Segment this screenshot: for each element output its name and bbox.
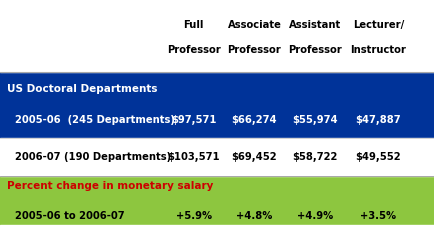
- Text: $97,571: $97,571: [171, 115, 216, 125]
- Text: Associate: Associate: [227, 20, 281, 30]
- Text: Professor: Professor: [227, 45, 281, 55]
- Bar: [0, 0, 434, 72]
- Bar: [0, 72, 434, 138]
- Text: Full: Full: [183, 20, 203, 30]
- Text: US Doctoral Departments: US Doctoral Departments: [7, 84, 157, 93]
- Text: Percent change in monetary salary: Percent change in monetary salary: [7, 181, 212, 191]
- Text: Professor: Professor: [288, 45, 342, 55]
- Text: $69,452: $69,452: [231, 152, 276, 162]
- Text: $58,722: $58,722: [292, 152, 337, 162]
- Text: Instructor: Instructor: [350, 45, 405, 55]
- Text: +5.9%: +5.9%: [175, 211, 211, 221]
- Text: +4.9%: +4.9%: [296, 211, 333, 221]
- Text: +3.5%: +3.5%: [359, 211, 396, 221]
- Bar: [0, 225, 434, 236]
- Text: $55,974: $55,974: [292, 115, 337, 125]
- Text: $103,571: $103,571: [167, 152, 219, 162]
- Text: 2006-07 (190 Departments): 2006-07 (190 Departments): [15, 152, 171, 162]
- Bar: [0, 138, 434, 176]
- Text: 2005-06 to 2006-07: 2005-06 to 2006-07: [15, 211, 125, 221]
- Bar: [0, 176, 434, 225]
- Text: Assistant: Assistant: [289, 20, 341, 30]
- Text: $66,274: $66,274: [231, 115, 276, 125]
- Text: $49,552: $49,552: [355, 152, 400, 162]
- Text: $47,887: $47,887: [355, 115, 400, 125]
- Text: 2005-06  (245 Departments): 2005-06 (245 Departments): [15, 115, 175, 125]
- Text: Professor: Professor: [166, 45, 220, 55]
- Text: +4.8%: +4.8%: [236, 211, 272, 221]
- Text: Lecturer/: Lecturer/: [352, 20, 403, 30]
